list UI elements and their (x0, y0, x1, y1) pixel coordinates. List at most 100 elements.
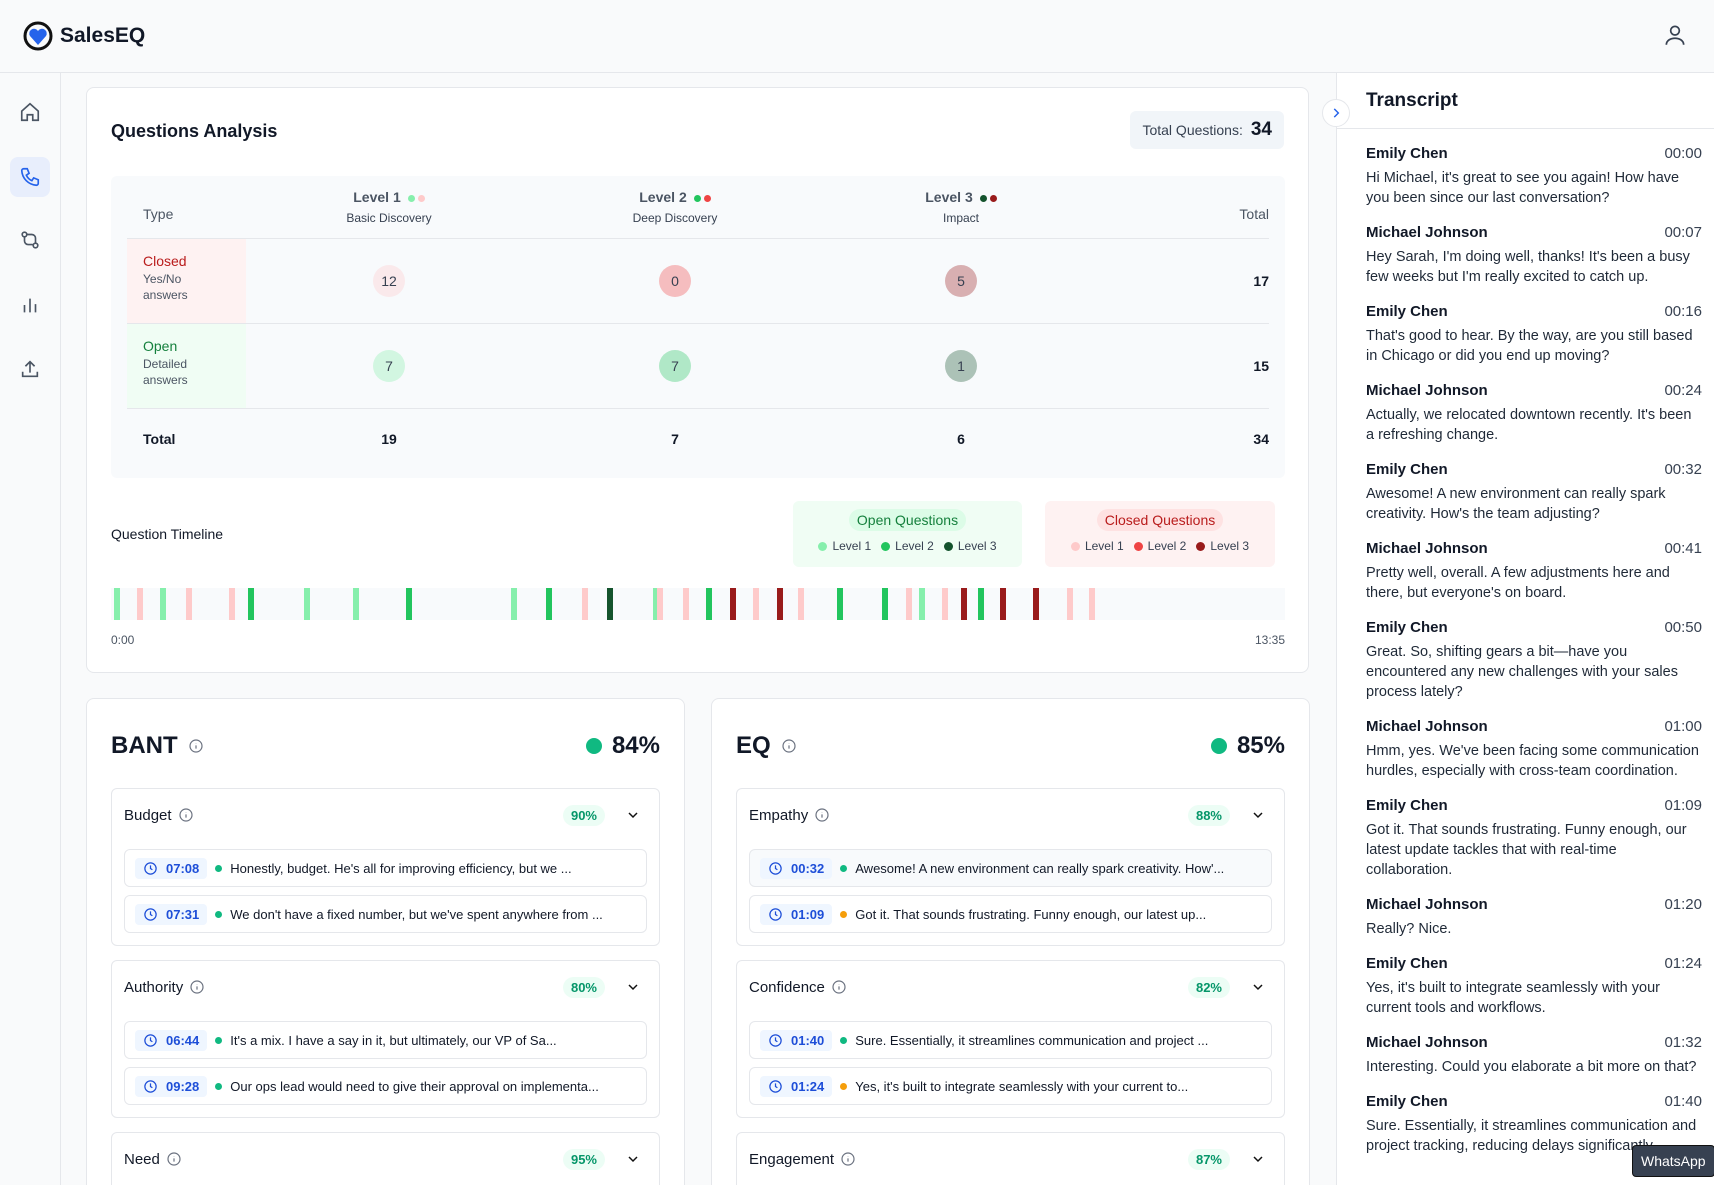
timestamp-text: 06:44 (166, 1032, 200, 1048)
evidence-text: Honestly, budget. He's all for improving… (230, 860, 572, 876)
info-icon[interactable] (166, 1151, 182, 1167)
evidence: 07:08 Honestly, budget. He's all for impr… (124, 849, 647, 887)
cell: 5 (818, 265, 1104, 297)
timestamp[interactable]: 00:32 (760, 857, 833, 879)
entry-header: Michael Johnson 00:41 (1366, 540, 1702, 557)
entry-time: 01:20 (1664, 896, 1702, 913)
type-header: Type (143, 206, 174, 222)
entry-time: 01:40 (1664, 1093, 1702, 1110)
evidence-text: Yes, it's built to integrate seamlessly … (855, 1078, 1189, 1094)
expand-chevron[interactable] (625, 1151, 641, 1167)
level-dot (703, 195, 711, 202)
timeline-event (113, 588, 120, 620)
scorecard-header: EQ 85% (736, 699, 1285, 776)
level-label: Level 1 (353, 189, 401, 205)
sentiment-dot (215, 1036, 223, 1044)
info-icon[interactable] (188, 738, 204, 754)
entry-time: 00:24 (1664, 382, 1702, 399)
collapse-toggle[interactable] (1322, 99, 1350, 127)
timestamp-text: 01:09 (791, 906, 825, 922)
level-subtitle: Impact (942, 211, 979, 225)
sentiment-dot (840, 910, 848, 918)
expand-chevron[interactable] (1250, 979, 1266, 995)
info-icon[interactable] (831, 979, 847, 995)
expand-chevron[interactable] (625, 979, 641, 995)
legend-title: Closed Questions (1096, 509, 1224, 531)
speaker: Emily Chen (1366, 619, 1448, 636)
metric-header: Engagement 87% (749, 1133, 1272, 1185)
transcript-entry: Emily Chen 01:09 Got it. That sounds frust… (1337, 781, 1714, 880)
questions-table: Type Level 1 Basic Discovery Level 2 Deep Di… (111, 176, 1285, 478)
timeline-event (582, 588, 589, 620)
legend-label: Level 1 (832, 539, 872, 553)
timestamp[interactable]: 01:09 (760, 903, 833, 925)
metric-score: 80% (562, 976, 605, 998)
user-icon[interactable] (1662, 22, 1688, 48)
timestamp[interactable]: 07:31 (135, 903, 208, 925)
legend-item: Level 2 (881, 539, 934, 553)
expand-chevron[interactable] (625, 807, 641, 823)
level-name: Level 3 (818, 189, 1104, 205)
nav-stats[interactable] (10, 285, 50, 325)
evidence: 07:31 We don't have a fixed number, but w… (124, 895, 647, 933)
evidence-text: Our ops lead would need to give their ap… (230, 1078, 599, 1094)
entry-time: 00:07 (1664, 224, 1702, 241)
transcript-entry: Emily Chen 01:40 Sure. Essentially, it str… (1337, 1077, 1714, 1156)
timestamp[interactable]: 01:24 (760, 1075, 833, 1097)
nav-upload[interactable] (10, 349, 50, 389)
nav-home[interactable] (10, 92, 50, 132)
metric-name: Authority (124, 978, 184, 996)
metric-name: Budget (124, 806, 172, 824)
expand-chevron[interactable] (1250, 807, 1266, 823)
count-badge: 5 (945, 265, 977, 297)
transcript-entry: Emily Chen 00:00 Hi Michael, it's great to… (1337, 129, 1714, 208)
metric: Confidence 82% 01:40 Sure. Essentially, it … (736, 960, 1285, 1118)
transcript-entry: Emily Chen 00:32 Awesome! A new environmen… (1337, 445, 1714, 524)
info-icon[interactable] (840, 1151, 856, 1167)
entry-text: That's good to hear. By the way, are you… (1366, 328, 1693, 364)
entry-text: Hi Michael, it's great to see you again!… (1366, 170, 1680, 206)
entry-header: Michael Johnson 01:00 (1366, 718, 1702, 735)
level-label: Level 2 (639, 189, 687, 205)
legend-swatch (1196, 541, 1206, 551)
nav-calls[interactable] (10, 157, 50, 197)
timestamp[interactable]: 01:40 (760, 1029, 833, 1051)
info-icon[interactable] (189, 979, 205, 995)
evidence-text: We don't have a fixed number, but we've … (230, 906, 603, 922)
evidence-text: Got it. That sounds frustrating. Funny e… (855, 906, 1207, 922)
timeline-event (776, 588, 783, 620)
sentiment-dot (215, 910, 223, 918)
entry-text: Interesting. Could you elaborate a bit m… (1366, 1059, 1697, 1075)
legend-item: Level 3 (943, 539, 997, 553)
count-badge: 12 (373, 265, 405, 297)
speaker: Emily Chen (1366, 145, 1448, 162)
metric-header: Authority 80% (124, 961, 647, 1013)
info-icon[interactable] (781, 738, 797, 754)
scorecard-title: EQ (736, 731, 771, 759)
legend-label: Level 3 (957, 539, 997, 553)
level-dot (989, 195, 997, 202)
timestamp[interactable]: 07:08 (135, 857, 208, 879)
timestamp[interactable]: 09:28 (135, 1075, 208, 1097)
timeline-legend: Closed Questions Level 1 Level 2 Level 3 (1045, 501, 1275, 567)
totals-cell: 6 (957, 431, 965, 447)
total-header: Total (1239, 206, 1269, 222)
timestamp-text: 01:40 (791, 1032, 825, 1048)
level-dot (979, 195, 987, 202)
timestamp-text: 01:24 (791, 1078, 825, 1094)
entry-header: Michael Johnson 01:20 (1366, 896, 1702, 913)
expand-chevron[interactable] (1250, 1151, 1266, 1167)
entry-header: Michael Johnson 01:32 (1366, 1034, 1702, 1051)
timeline-legend: Open Questions Level 1 Level 2 Level 3 (793, 501, 1022, 567)
table-header: Type Level 1 Basic Discovery Level 2 Deep Di… (127, 176, 1269, 239)
timeline-event (942, 588, 949, 620)
timestamp[interactable]: 06:44 (135, 1029, 208, 1051)
total-value: 34 (1250, 119, 1272, 140)
entry-text: Great. So, shifting gears a bit—have you… (1366, 644, 1678, 700)
nav-flows[interactable] (10, 220, 50, 260)
info-icon[interactable] (814, 807, 830, 823)
total-label: Total Questions: (1142, 122, 1243, 138)
info-icon[interactable] (178, 807, 194, 823)
timeline-event (906, 588, 913, 620)
